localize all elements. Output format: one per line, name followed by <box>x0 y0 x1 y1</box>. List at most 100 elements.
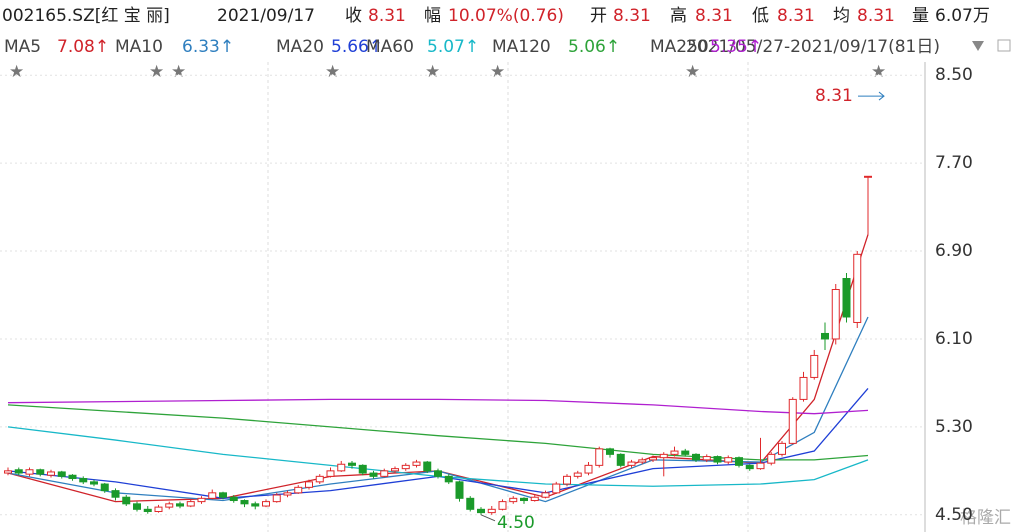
candle-body <box>466 497 475 510</box>
candle-body <box>326 470 335 477</box>
annotation-arrow <box>858 91 885 101</box>
candle-body <box>584 464 593 474</box>
candle-body <box>745 464 754 470</box>
candle-body <box>616 453 625 466</box>
candle-body <box>853 253 862 323</box>
watermark: 格隆汇 <box>960 508 1011 528</box>
y-tick-label: 4.50 <box>935 505 973 525</box>
candle-body <box>692 453 700 461</box>
field-label: 均 <box>833 6 850 26</box>
field-label: 开 <box>590 6 607 26</box>
candle-body <box>79 478 88 483</box>
ma-line <box>7 316 869 503</box>
svg-text:★: ★ <box>325 62 340 82</box>
ma-name: MA60 <box>366 37 414 57</box>
annotation-leader <box>480 514 496 522</box>
svg-text:★: ★ <box>149 62 164 82</box>
candle-body <box>358 464 367 474</box>
candle-body <box>659 453 668 459</box>
ma-line <box>7 426 869 487</box>
candle-body <box>25 469 34 475</box>
ma-value: 7.08↑ <box>57 37 109 57</box>
candle-body <box>831 289 840 340</box>
candle-body <box>219 492 227 498</box>
candle-body <box>122 496 131 505</box>
candle-body <box>208 492 217 499</box>
field-label: 高 <box>670 6 687 26</box>
ma-line <box>7 387 869 499</box>
candle-body <box>810 354 819 378</box>
field-value: 8.31 <box>613 6 651 26</box>
lock-icon[interactable] <box>997 39 1011 52</box>
ma-value: 5.35↑ <box>710 37 762 57</box>
ma-name: MA10 <box>115 37 163 57</box>
candle-body <box>262 501 270 507</box>
field-label: 收 <box>345 6 362 26</box>
candle-body <box>563 475 571 485</box>
candle-body <box>283 492 292 496</box>
candle-body <box>724 457 733 463</box>
candle-body <box>133 503 141 510</box>
candle-body <box>337 463 346 472</box>
y-tick-label: 7.70 <box>935 153 973 173</box>
candle-body <box>391 468 399 472</box>
candle-body <box>90 481 98 485</box>
svg-text:★: ★ <box>685 62 700 82</box>
candle-body <box>369 472 378 477</box>
ma-line <box>7 404 869 461</box>
candle-body <box>4 470 12 474</box>
candle-body <box>305 481 313 488</box>
candle-body <box>348 462 356 466</box>
range-label: 2021/05/27-2021/09/17(81日) <box>686 37 940 57</box>
candle-body <box>57 471 66 477</box>
candle-body <box>821 332 829 340</box>
svg-text:★: ★ <box>9 62 24 82</box>
candle-body <box>68 474 77 480</box>
annotation: 8.31 <box>815 86 853 106</box>
candle-body <box>681 450 690 455</box>
ma-value: 5.07↑ <box>427 37 479 57</box>
candle-body <box>735 457 743 466</box>
candle-body <box>251 503 260 507</box>
candle-body <box>176 503 184 507</box>
candle-body <box>197 497 206 503</box>
candle-body <box>455 481 464 499</box>
candle-body <box>240 500 249 505</box>
candle-body <box>670 450 679 455</box>
candle-body <box>294 486 303 494</box>
field-value: 10.07%(0.76) <box>448 6 564 26</box>
field-value: 8.31 <box>695 6 733 26</box>
candle-body <box>272 494 281 503</box>
field-value: 8.31 <box>777 6 815 26</box>
candle-body <box>100 483 109 492</box>
candle-body <box>638 459 647 463</box>
y-tick-label: 6.10 <box>935 329 973 349</box>
y-tick-label: 6.90 <box>935 241 973 261</box>
candle-body <box>412 461 421 466</box>
candle-body <box>573 472 582 477</box>
candle-body <box>541 492 550 498</box>
candle-body <box>47 471 55 476</box>
candle-body <box>756 462 765 470</box>
candle-body <box>649 457 657 461</box>
candle-body <box>487 508 496 514</box>
stock-name: 002165.SZ[红 宝 丽] <box>2 6 170 26</box>
date: 2021/09/17 <box>217 6 315 26</box>
candle-body <box>767 453 776 464</box>
stars: ★ ★ ★ ★ ★ ★ ★ ★ <box>9 62 886 82</box>
candle-body <box>380 470 389 477</box>
candle-body <box>842 278 851 318</box>
dropdown-icon[interactable] <box>972 41 984 51</box>
field-label: 量 <box>912 6 929 26</box>
candle-body <box>788 398 797 444</box>
svg-text:★: ★ <box>490 62 505 82</box>
candle-body <box>315 475 324 483</box>
ma-line <box>7 398 869 415</box>
y-tick-label: 5.30 <box>935 417 973 437</box>
candle-body <box>401 464 410 470</box>
candle-body <box>229 496 238 502</box>
candle-body <box>154 506 163 513</box>
candle-body <box>498 501 507 510</box>
ma-name: MA20 <box>276 37 324 57</box>
